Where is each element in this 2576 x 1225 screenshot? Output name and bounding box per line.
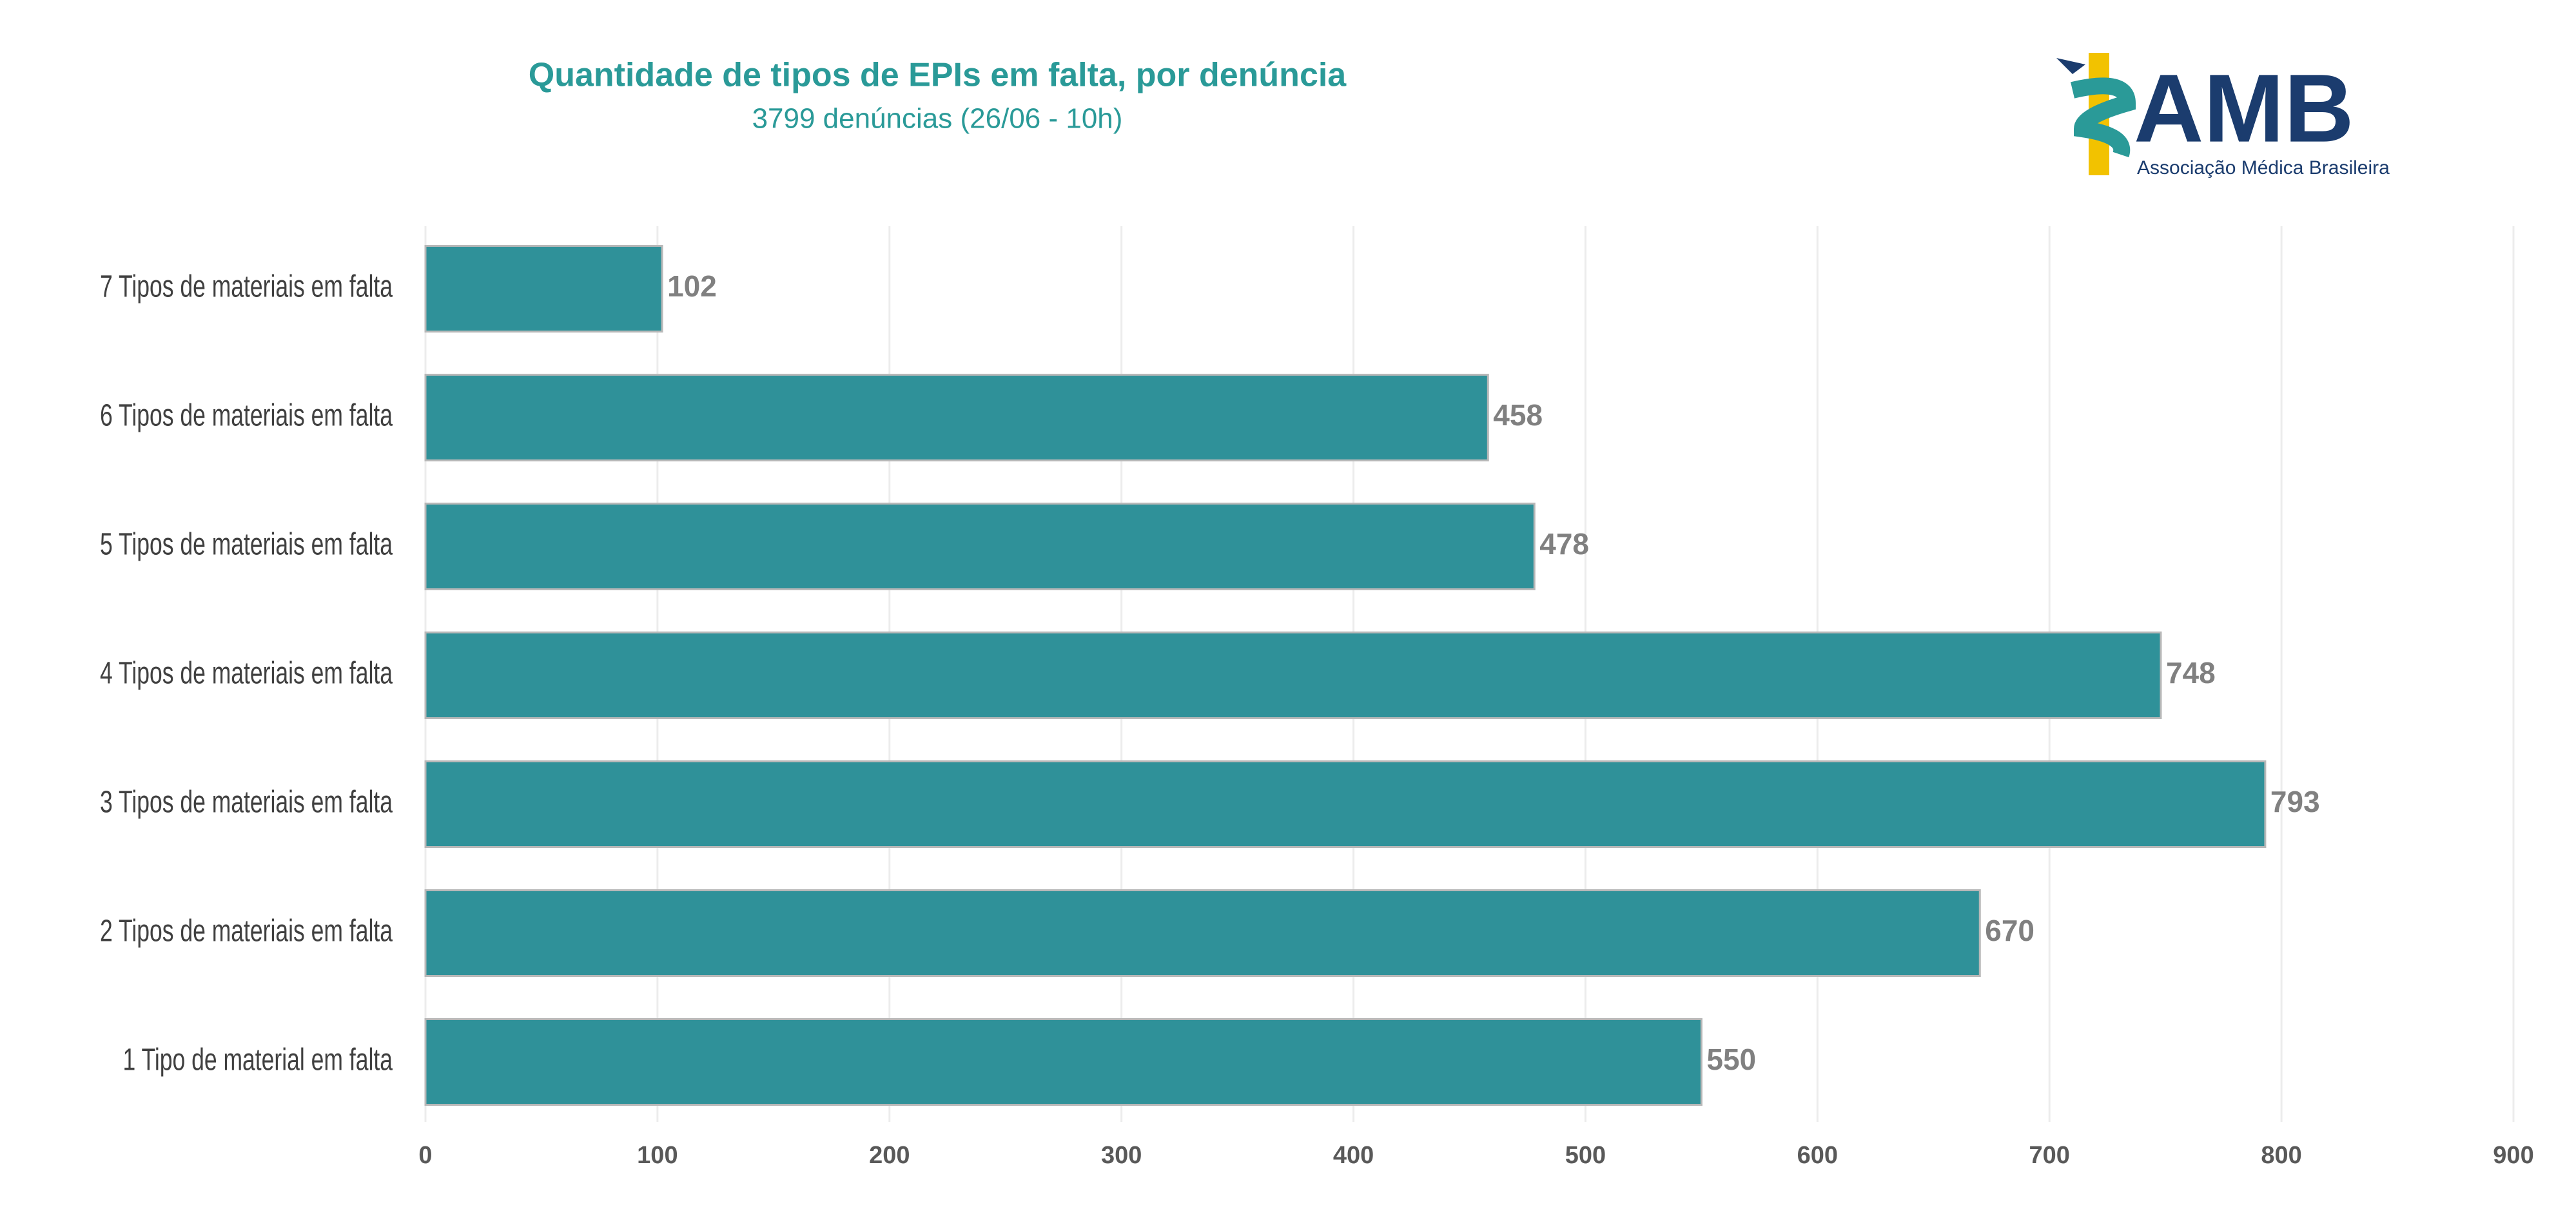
x-tick-label: 900 xyxy=(2493,1142,2533,1169)
bar xyxy=(424,374,1489,461)
y-tick-label: 2 Tipos de materiais em falta xyxy=(100,913,393,947)
x-tick-label: 700 xyxy=(2029,1142,2070,1169)
chart-subtitle: 3799 denúncias (26/06 - 10h) xyxy=(752,103,1123,135)
x-tick-label: 600 xyxy=(1797,1142,1838,1169)
x-tick-label: 0 xyxy=(418,1142,432,1169)
x-tick-label: 500 xyxy=(1565,1142,1606,1169)
bar xyxy=(424,760,2267,848)
x-tick-label: 400 xyxy=(1333,1142,1374,1169)
y-tick-label: 7 Tipos de materiais em falta xyxy=(100,269,393,303)
value-label: 478 xyxy=(1539,527,1589,561)
bar xyxy=(424,889,1981,977)
y-tick-label: 1 Tipo de material em falta xyxy=(122,1042,393,1076)
logo-snake xyxy=(2071,77,2136,158)
value-label: 458 xyxy=(1493,398,1543,432)
bar xyxy=(424,245,663,333)
x-tick-label: 800 xyxy=(2261,1142,2301,1169)
value-label: 550 xyxy=(1706,1043,1756,1076)
logo: AMB Associação Médica Brasileira xyxy=(2056,53,2390,178)
value-label: 793 xyxy=(2270,785,2320,818)
logo-subtitle: Associação Médica Brasileira xyxy=(2137,157,2390,178)
x-tick-label: 300 xyxy=(1101,1142,1142,1169)
value-label: 102 xyxy=(667,269,717,303)
x-tick-label: 200 xyxy=(869,1142,910,1169)
logo-name: AMB xyxy=(2134,54,2354,162)
chart-title: Quantidade de tipos de EPIs em falta, po… xyxy=(529,57,1347,94)
value-label: 748 xyxy=(2166,656,2216,690)
x-tick-label: 100 xyxy=(637,1142,678,1169)
y-tick-label: 6 Tipos de materiais em falta xyxy=(100,398,393,432)
bar xyxy=(424,1018,1703,1106)
bar xyxy=(424,503,1536,590)
bar xyxy=(424,632,2162,719)
value-label: 670 xyxy=(1985,914,2034,947)
y-tick-label: 4 Tipos de materiais em falta xyxy=(100,655,393,690)
y-tick-label: 5 Tipos de materiais em falta xyxy=(100,526,393,561)
logo-bird xyxy=(2056,58,2085,74)
y-tick-label: 3 Tipos de materiais em falta xyxy=(100,784,393,818)
